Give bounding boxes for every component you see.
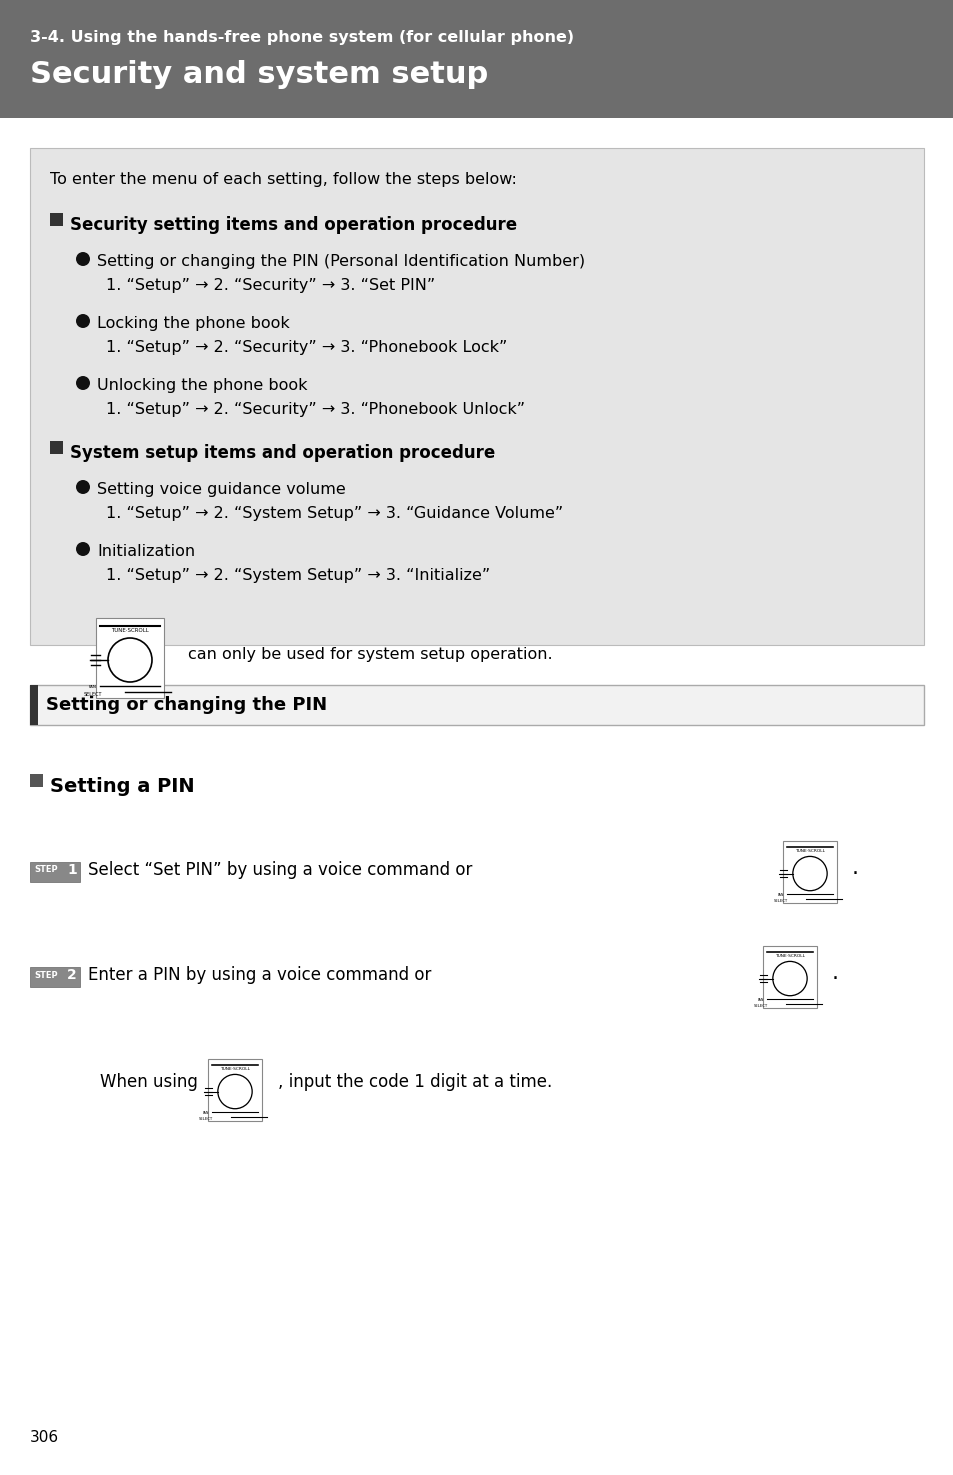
Text: TUNE·SCROLL: TUNE·SCROLL [220, 1066, 250, 1071]
Circle shape [76, 376, 90, 389]
Text: SELECT: SELECT [773, 898, 787, 903]
Text: Initialization: Initialization [97, 544, 195, 559]
Circle shape [76, 314, 90, 327]
Text: SELECT: SELECT [753, 1003, 767, 1007]
Text: 2: 2 [67, 968, 77, 982]
Text: FAN: FAN [777, 892, 783, 897]
FancyBboxPatch shape [30, 968, 80, 987]
FancyBboxPatch shape [782, 841, 836, 903]
FancyBboxPatch shape [30, 684, 923, 726]
Text: , input the code 1 digit at a time.: , input the code 1 digit at a time. [277, 1072, 552, 1092]
Circle shape [76, 252, 90, 266]
Text: Setting or changing the PIN (Personal Identification Number): Setting or changing the PIN (Personal Id… [97, 254, 584, 268]
Text: TUNE·SCROLL: TUNE·SCROLL [774, 954, 804, 957]
Circle shape [76, 479, 90, 494]
Text: TUNE·SCROLL: TUNE·SCROLL [794, 848, 824, 853]
Text: To enter the menu of each setting, follow the steps below:: To enter the menu of each setting, follo… [50, 173, 517, 187]
Text: 1. “Setup” → 2. “System Setup” → 3. “Guidance Volume”: 1. “Setup” → 2. “System Setup” → 3. “Gui… [106, 506, 562, 521]
Text: STEP: STEP [34, 866, 57, 875]
Text: Setting or changing the PIN: Setting or changing the PIN [46, 696, 327, 714]
Text: Enter a PIN by using a voice command or: Enter a PIN by using a voice command or [88, 966, 431, 984]
Text: 306: 306 [30, 1429, 59, 1444]
FancyBboxPatch shape [762, 945, 816, 1009]
FancyBboxPatch shape [209, 1059, 261, 1121]
Text: SELECT: SELECT [84, 692, 102, 698]
Text: Setting a PIN: Setting a PIN [50, 777, 194, 797]
Text: 1: 1 [67, 863, 77, 878]
Text: Unlocking the phone book: Unlocking the phone book [97, 378, 307, 392]
Text: 1. “Setup” → 2. “Security” → 3. “Set PIN”: 1. “Setup” → 2. “Security” → 3. “Set PIN… [106, 277, 435, 294]
Text: .: . [851, 858, 858, 878]
Text: Security and system setup: Security and system setup [30, 60, 488, 88]
Text: STEP: STEP [34, 971, 57, 979]
Circle shape [76, 541, 90, 556]
FancyBboxPatch shape [30, 148, 923, 645]
Text: 3-4. Using the hands-free phone system (for cellular phone): 3-4. Using the hands-free phone system (… [30, 30, 574, 46]
Text: Setting voice guidance volume: Setting voice guidance volume [97, 482, 345, 497]
Circle shape [217, 1074, 252, 1109]
FancyBboxPatch shape [50, 212, 63, 226]
Text: When using: When using [100, 1072, 197, 1092]
Circle shape [792, 857, 826, 891]
FancyBboxPatch shape [30, 774, 43, 788]
Text: 1. “Setup” → 2. “Security” → 3. “Phonebook Unlock”: 1. “Setup” → 2. “Security” → 3. “Phonebo… [106, 403, 524, 417]
Text: SELECT: SELECT [199, 1117, 213, 1121]
Text: Locking the phone book: Locking the phone book [97, 316, 290, 330]
FancyBboxPatch shape [0, 0, 953, 118]
Text: 1. “Setup” → 2. “Security” → 3. “Phonebook Lock”: 1. “Setup” → 2. “Security” → 3. “Phonebo… [106, 341, 507, 355]
Text: Security setting items and operation procedure: Security setting items and operation pro… [70, 215, 517, 235]
Text: 1. “Setup” → 2. “System Setup” → 3. “Initialize”: 1. “Setup” → 2. “System Setup” → 3. “Ini… [106, 568, 490, 583]
Text: System setup items and operation procedure: System setup items and operation procedu… [70, 444, 495, 462]
Text: FAN: FAN [757, 999, 763, 1002]
Text: can only be used for system setup operation.: can only be used for system setup operat… [188, 646, 552, 661]
FancyBboxPatch shape [50, 441, 63, 454]
Circle shape [772, 962, 806, 996]
FancyBboxPatch shape [96, 618, 164, 698]
FancyBboxPatch shape [30, 861, 80, 882]
Text: FAN: FAN [89, 684, 97, 689]
FancyBboxPatch shape [30, 684, 38, 726]
Circle shape [108, 639, 152, 681]
Text: Select “Set PIN” by using a voice command or: Select “Set PIN” by using a voice comman… [88, 861, 472, 879]
Text: TUNE·SCROLL: TUNE·SCROLL [111, 628, 149, 633]
Text: FAN: FAN [203, 1111, 209, 1115]
Text: .: . [831, 963, 838, 982]
